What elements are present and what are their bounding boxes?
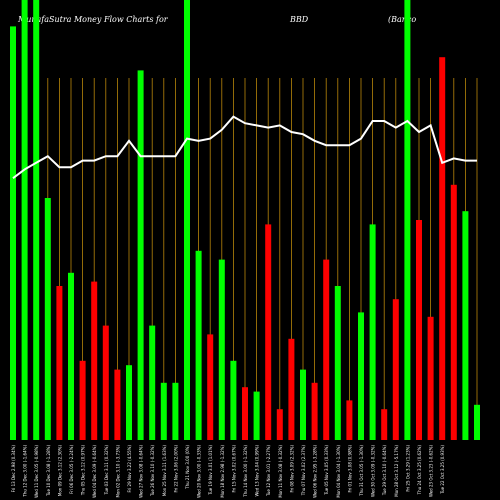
money-flow-bar — [172, 382, 179, 440]
x-axis-date-label: Fri 15 Nov 3.02 (0.67%) — [231, 445, 236, 493]
money-flow-bar — [427, 316, 434, 440]
x-axis-date-label: Thu 24 Oct 3.25 (0.62%) — [417, 445, 422, 496]
x-axis-date-label: Fri 29 Nov 3.22 (4.55%) — [127, 445, 132, 493]
money-flow-bar — [404, 0, 411, 440]
x-axis-date-label: Wed 30 Oct 3.09 (-0.32%) — [371, 445, 376, 497]
x-axis-date-label: Fri 13 Dec 2.98 (0.34%) — [11, 445, 16, 493]
x-axis-date-label: Wed 20 Nov 3.00 (-0.33%) — [197, 445, 202, 498]
money-flow-bar — [79, 360, 86, 440]
money-flow-bar — [276, 409, 283, 440]
money-flow-bar — [10, 26, 16, 441]
chart-company: (Banco — [388, 15, 417, 24]
money-flow-bar — [137, 70, 144, 441]
x-axis-date-label: Wed 13 Nov 3.04 (0.99%) — [255, 445, 260, 497]
money-flow-bar — [253, 391, 260, 440]
money-flow-bar — [33, 0, 40, 440]
money-flow-bar — [56, 286, 63, 440]
x-axis-date-label: Wed 06 Nov 2.95 (-3.28%) — [313, 445, 318, 498]
x-axis-date-label: Fri 25 Oct 3.29 (1.23%) — [405, 445, 410, 492]
x-axis-date-label: Wed 04 Dec 3.09 (-0.64%) — [92, 445, 97, 498]
money-flow-bar — [358, 312, 364, 440]
money-flow-bar — [346, 400, 353, 440]
money-flow-bar — [218, 259, 225, 440]
money-flow-bar — [149, 325, 156, 440]
money-flow-bar — [21, 0, 28, 440]
x-axis-date-label: Tue 10 Dec 3.08 (-1.28%) — [46, 445, 51, 497]
money-flow-bar — [265, 224, 272, 440]
x-axis-date-label: Wed 11 Dec 3.05 (-0.98%) — [34, 445, 39, 498]
money-flow-bar — [300, 369, 306, 440]
money-flow-bar — [323, 259, 330, 440]
x-axis-date-label: Thu 31 Oct 3.05 (-1.30%) — [359, 445, 364, 497]
money-flow-line — [12, 115, 477, 179]
money-flow-bar — [369, 224, 376, 440]
x-axis-date-label: Thu 12 Dec 3.00 (-1.64%) — [23, 445, 28, 498]
money-flow-bar — [381, 409, 388, 440]
money-flow-bar — [160, 382, 167, 440]
money-flow-bar — [207, 334, 214, 440]
x-axis-date-label: Thu 07 Nov 3.02 (2.37%) — [301, 445, 306, 497]
x-axis-date-label: Fri 08 Nov 3.09 (2.32%) — [289, 445, 294, 493]
x-axis-date-label: Tue 12 Nov 3.01 (-2.27%) — [266, 445, 271, 497]
money-flow-bar — [334, 286, 341, 440]
money-flow-bar — [44, 198, 51, 440]
x-axis-date-label: Tue 26 Nov 3.10 (-0.32%) — [150, 445, 155, 497]
x-axis-date-label: Mon 28 Oct 3.12 (-5.17%) — [394, 445, 399, 497]
money-flow-bar — [68, 272, 74, 440]
chart-symbol: BBD — [290, 15, 309, 24]
money-flow-bar — [450, 184, 457, 440]
chart-title: MunafaSutra Money Flow Charts for — [18, 15, 168, 24]
x-axis-date-label: Fri 06 Dec 3.05 (-2.24%) — [69, 445, 74, 494]
money-flow-bar — [195, 250, 202, 440]
money-flow-bar — [184, 0, 190, 440]
x-axis-date-label: Mon 04 Nov 3.04 (-1.30%) — [336, 445, 341, 498]
money-flow-bar — [474, 404, 480, 440]
money-flow-bar — [462, 211, 469, 440]
money-flow-bar — [288, 338, 295, 440]
x-axis-date-label: Thu 14 Nov 3.00 (-1.32%) — [243, 445, 248, 498]
x-axis-date-label: Tue 22 Oct 3.25 (0.93%) — [440, 445, 445, 495]
money-flow-bar — [416, 220, 422, 440]
x-axis-date-label: Fri 01 Nov 3.08 (0.98%) — [347, 445, 352, 493]
x-axis-date-label: Mon 02 Dec 3.10 (-3.73%) — [115, 445, 120, 498]
x-axis-date-label: Wed 27 Nov 3.08 (-0.64%) — [139, 445, 144, 498]
money-flow-bar — [102, 325, 109, 440]
x-axis-date-label: Mon 11 Nov 3.08 (-0.32%) — [278, 445, 283, 498]
money-flow-bar — [126, 365, 132, 440]
x-axis-date-label: Mon 09 Dec 3.12 (2.30%) — [57, 445, 62, 497]
money-flow-bar — [91, 281, 98, 440]
money-flow-bar — [114, 369, 121, 440]
money-flow-bar — [439, 57, 446, 440]
x-axis-date-label: Thu 05 Dec 3.12 (0.97%) — [81, 445, 86, 497]
money-flow-bar — [230, 360, 237, 440]
x-axis-date-label: Tue 05 Nov 3.05 (0.33%) — [324, 445, 329, 496]
x-axis-date-label: Mon 25 Nov 3.11 (1.63%) — [162, 445, 167, 497]
x-axis-date-label: Thu 21 Nov 3.00 (0%) — [185, 445, 190, 490]
money-flow-bar — [392, 299, 399, 440]
x-axis-date-label: Wed 23 Oct 3.23 (-0.62%) — [429, 445, 434, 497]
money-flow-bar — [242, 387, 248, 440]
x-axis-date-label: Tue 19 Nov 3.01 (1.01%) — [208, 445, 213, 496]
x-axis-date-label: Tue 29 Oct 3.10 (-0.64%) — [382, 445, 387, 497]
x-axis-date-label: Fri 22 Nov 3.06 (2.00%) — [173, 445, 178, 493]
x-axis-date-label: Tue 03 Dec 3.11 (0.32%) — [104, 445, 109, 496]
money-flow-bar — [311, 382, 318, 440]
x-axis-date-label: Mon 18 Nov 2.98 (-1.32%) — [220, 445, 225, 498]
